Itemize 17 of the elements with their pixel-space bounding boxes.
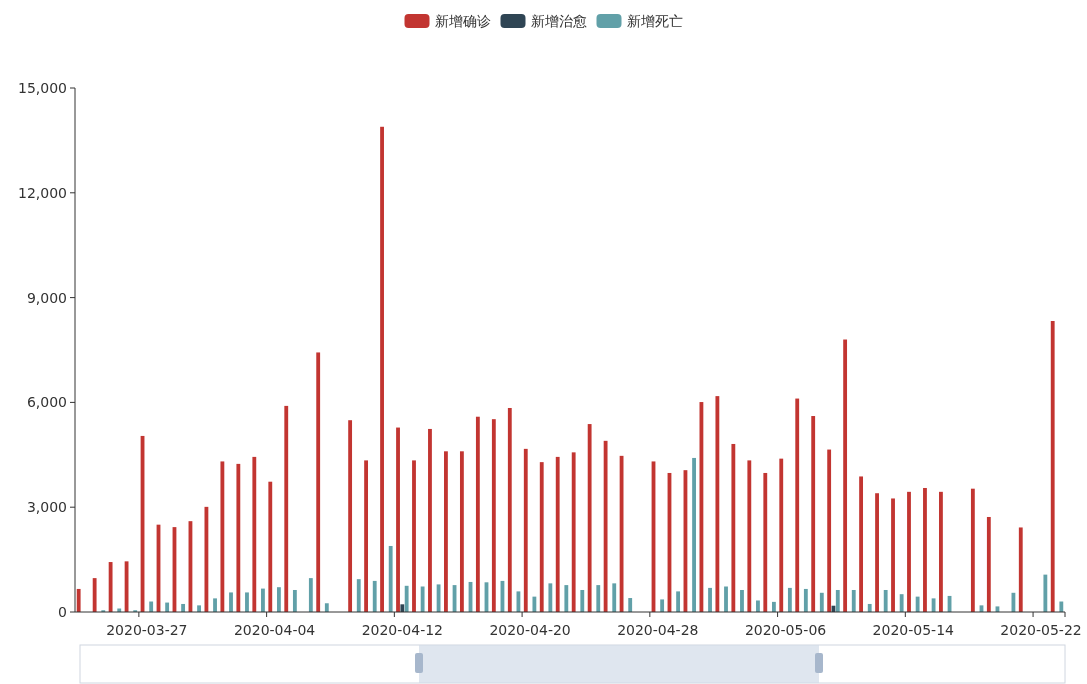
x-tick-label: 2020-04-20 [489, 622, 571, 638]
x-tick-label: 2020-05-14 [872, 622, 955, 638]
y-tick-label: 15,000 [18, 80, 67, 96]
x-tick-label: 2020-04-12 [361, 622, 444, 638]
x-tick-label: 2020-05-22 [1000, 622, 1082, 638]
legend-label: 新增死亡 [626, 13, 683, 29]
y-tick-label: 12,000 [18, 184, 67, 201]
x-tick-label: 2020-03-27 [106, 622, 188, 638]
legend-label: 新增治愈 [530, 13, 587, 29]
x-tick-label: 2020-04-28 [617, 622, 699, 638]
y-tick-label: 3,000 [26, 499, 67, 516]
y-tick-label: 0 [58, 604, 67, 620]
y-tick-label: 6,000 [26, 394, 67, 411]
legend-label: 新增确诊 [434, 13, 491, 29]
y-tick-label: 9,000 [26, 289, 67, 306]
x-tick-label: 2020-05-06 [744, 622, 827, 638]
x-tick-label: 2020-04-04 [233, 622, 316, 638]
